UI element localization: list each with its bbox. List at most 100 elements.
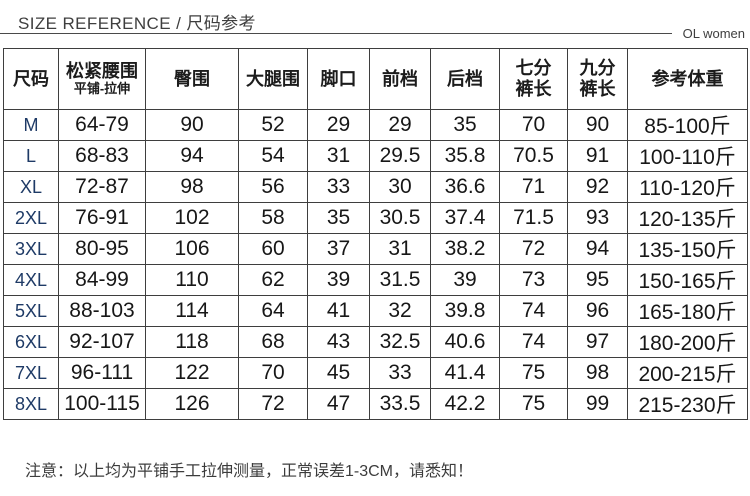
table-row-2xl: 2XL 76-91 102 58 35 30.5 37.4 71.5 93 120-135斤 <box>3 202 748 234</box>
front-rise-cell: 32.5 <box>369 326 431 358</box>
front-rise-cell: 30.5 <box>369 202 431 234</box>
size-label-cell: 4XL <box>3 264 59 296</box>
size-label-cell: XL <box>3 171 59 203</box>
back-rise-cell: 37.4 <box>430 202 500 234</box>
elastic-waist-cell: 92-107 <box>58 326 146 358</box>
ankle-pants-length-cell: 91 <box>567 140 628 172</box>
hip-cell: 98 <box>145 171 239 203</box>
size-label-cell: 8XL <box>3 388 59 420</box>
cropped-pants-length-cell: 71.5 <box>499 202 568 234</box>
cropped-pants-length-cell: 74 <box>499 295 568 327</box>
back-rise-cell: 39 <box>430 264 500 296</box>
leg-opening-cell: 45 <box>307 357 370 389</box>
table-row-xl: XL 72-87 98 56 33 30 36.6 71 92 110-120斤 <box>3 171 748 203</box>
col-header-label: 九分 裤长 <box>579 58 616 99</box>
thigh-cell: 64 <box>238 295 308 327</box>
leg-opening-cell: 35 <box>307 202 370 234</box>
thigh-cell: 58 <box>238 202 308 234</box>
reference-weight-cell: 120-135斤 <box>627 202 748 234</box>
reference-weight-cell: 150-165斤 <box>627 264 748 296</box>
hip-cell: 118 <box>145 326 239 358</box>
elastic-waist-cell: 88-103 <box>58 295 146 327</box>
hip-cell: 90 <box>145 109 239 141</box>
hip-cell: 126 <box>145 388 239 420</box>
elastic-waist-cell: 80-95 <box>58 233 146 265</box>
back-rise-cell: 36.6 <box>430 171 500 203</box>
thigh-cell: 68 <box>238 326 308 358</box>
front-rise-cell: 29 <box>369 109 431 141</box>
size-label-cell: 2XL <box>3 202 59 234</box>
ankle-pants-length-cell: 93 <box>567 202 628 234</box>
front-rise-cell: 33.5 <box>369 388 431 420</box>
thigh-cell: 60 <box>238 233 308 265</box>
front-rise-cell: 31 <box>369 233 431 265</box>
note-text: 注意：以上均为平铺手工拉伸测量，正常误差1-3CM，请悉知！ <box>25 463 474 480</box>
reference-weight-cell: 100-110斤 <box>627 140 748 172</box>
elastic-waist-cell: 96-111 <box>58 357 146 389</box>
elastic-waist-cell: 72-87 <box>58 171 146 203</box>
reference-weight-cell: 165-180斤 <box>627 295 748 327</box>
hip-cell: 94 <box>145 140 239 172</box>
cropped-pants-length-cell: 75 <box>499 357 568 389</box>
table-row-m: M 64-79 90 52 29 29 35 70 90 85-100斤 <box>3 109 748 141</box>
table-header-row: 尺码 松紧腰围 平铺-拉伸 臀围 大腿围 脚口 前档 后档 七分 裤长 九分 裤长 参考体重 <box>3 48 748 110</box>
col-header-label: 松紧腰围 <box>66 60 138 81</box>
ankle-pants-length-cell: 96 <box>567 295 628 327</box>
col-header-label: 参考体重 <box>651 68 724 89</box>
front-rise-cell: 33 <box>369 357 431 389</box>
col-header-hip: 臀围 <box>145 48 239 110</box>
col-header-label: 臀围 <box>174 68 210 89</box>
col-header-reference-weight: 参考体重 <box>627 48 748 110</box>
back-rise-cell: 35.8 <box>430 140 500 172</box>
table-row-5xl: 5XL 88-103 114 64 41 32 39.8 74 96 165-180斤 <box>3 295 748 327</box>
back-rise-cell: 35 <box>430 109 500 141</box>
table-row-7xl: 7XL 96-111 122 70 45 33 41.4 75 98 200-215斤 <box>3 357 748 389</box>
col-header-leg-opening: 脚口 <box>307 48 370 110</box>
thigh-cell: 72 <box>238 388 308 420</box>
hip-cell: 102 <box>145 202 239 234</box>
col-header-label: 脚口 <box>320 68 357 89</box>
ankle-pants-length-cell: 90 <box>567 109 628 141</box>
leg-opening-cell: 39 <box>307 264 370 296</box>
leg-opening-cell: 29 <box>307 109 370 141</box>
col-header-elastic-waist: 松紧腰围 平铺-拉伸 <box>58 48 146 110</box>
table-row-l: L 68-83 94 54 31 29.5 35.8 70.5 91 100-110斤 <box>3 140 748 172</box>
reference-weight-cell: 135-150斤 <box>627 233 748 265</box>
leg-opening-cell: 37 <box>307 233 370 265</box>
thigh-cell: 56 <box>238 171 308 203</box>
elastic-waist-cell: 64-79 <box>58 109 146 141</box>
thigh-cell: 52 <box>238 109 308 141</box>
col-header-label: 后档 <box>447 68 483 89</box>
cropped-pants-length-cell: 70.5 <box>499 140 568 172</box>
ankle-pants-length-cell: 98 <box>567 357 628 389</box>
reference-weight-cell: 215-230斤 <box>627 388 748 420</box>
col-header-front-rise: 前档 <box>369 48 431 110</box>
size-label-cell: 6XL <box>3 326 59 358</box>
thigh-cell: 62 <box>238 264 308 296</box>
hip-cell: 122 <box>145 357 239 389</box>
leg-opening-cell: 43 <box>307 326 370 358</box>
elastic-waist-cell: 84-99 <box>58 264 146 296</box>
leg-opening-cell: 41 <box>307 295 370 327</box>
hip-cell: 110 <box>145 264 239 296</box>
size-label-cell: 5XL <box>3 295 59 327</box>
cropped-pants-length-cell: 70 <box>499 109 568 141</box>
leg-opening-cell: 47 <box>307 388 370 420</box>
front-rise-cell: 29.5 <box>369 140 431 172</box>
ankle-pants-length-cell: 95 <box>567 264 628 296</box>
ankle-pants-length-cell: 97 <box>567 326 628 358</box>
ankle-pants-length-cell: 92 <box>567 171 628 203</box>
col-header-label: 大腿围 <box>246 68 300 89</box>
cropped-pants-length-cell: 72 <box>499 233 568 265</box>
table-row-4xl: 4XL 84-99 110 62 39 31.5 39 73 95 150-165斤 <box>3 264 748 296</box>
size-label-cell: M <box>3 109 59 141</box>
col-header-thigh: 大腿围 <box>238 48 308 110</box>
elastic-waist-cell: 68-83 <box>58 140 146 172</box>
leg-opening-cell: 33 <box>307 171 370 203</box>
size-reference-table: 尺码 松紧腰围 平铺-拉伸 臀围 大腿围 脚口 前档 后档 七分 裤长 九分 裤长 参考体重 M 64… <box>3 48 748 420</box>
reference-weight-cell: 110-120斤 <box>627 171 748 203</box>
front-rise-cell: 31.5 <box>369 264 431 296</box>
col-header-cropped-pants-length: 七分 裤长 <box>499 48 568 110</box>
elastic-waist-cell: 100-115 <box>58 388 146 420</box>
